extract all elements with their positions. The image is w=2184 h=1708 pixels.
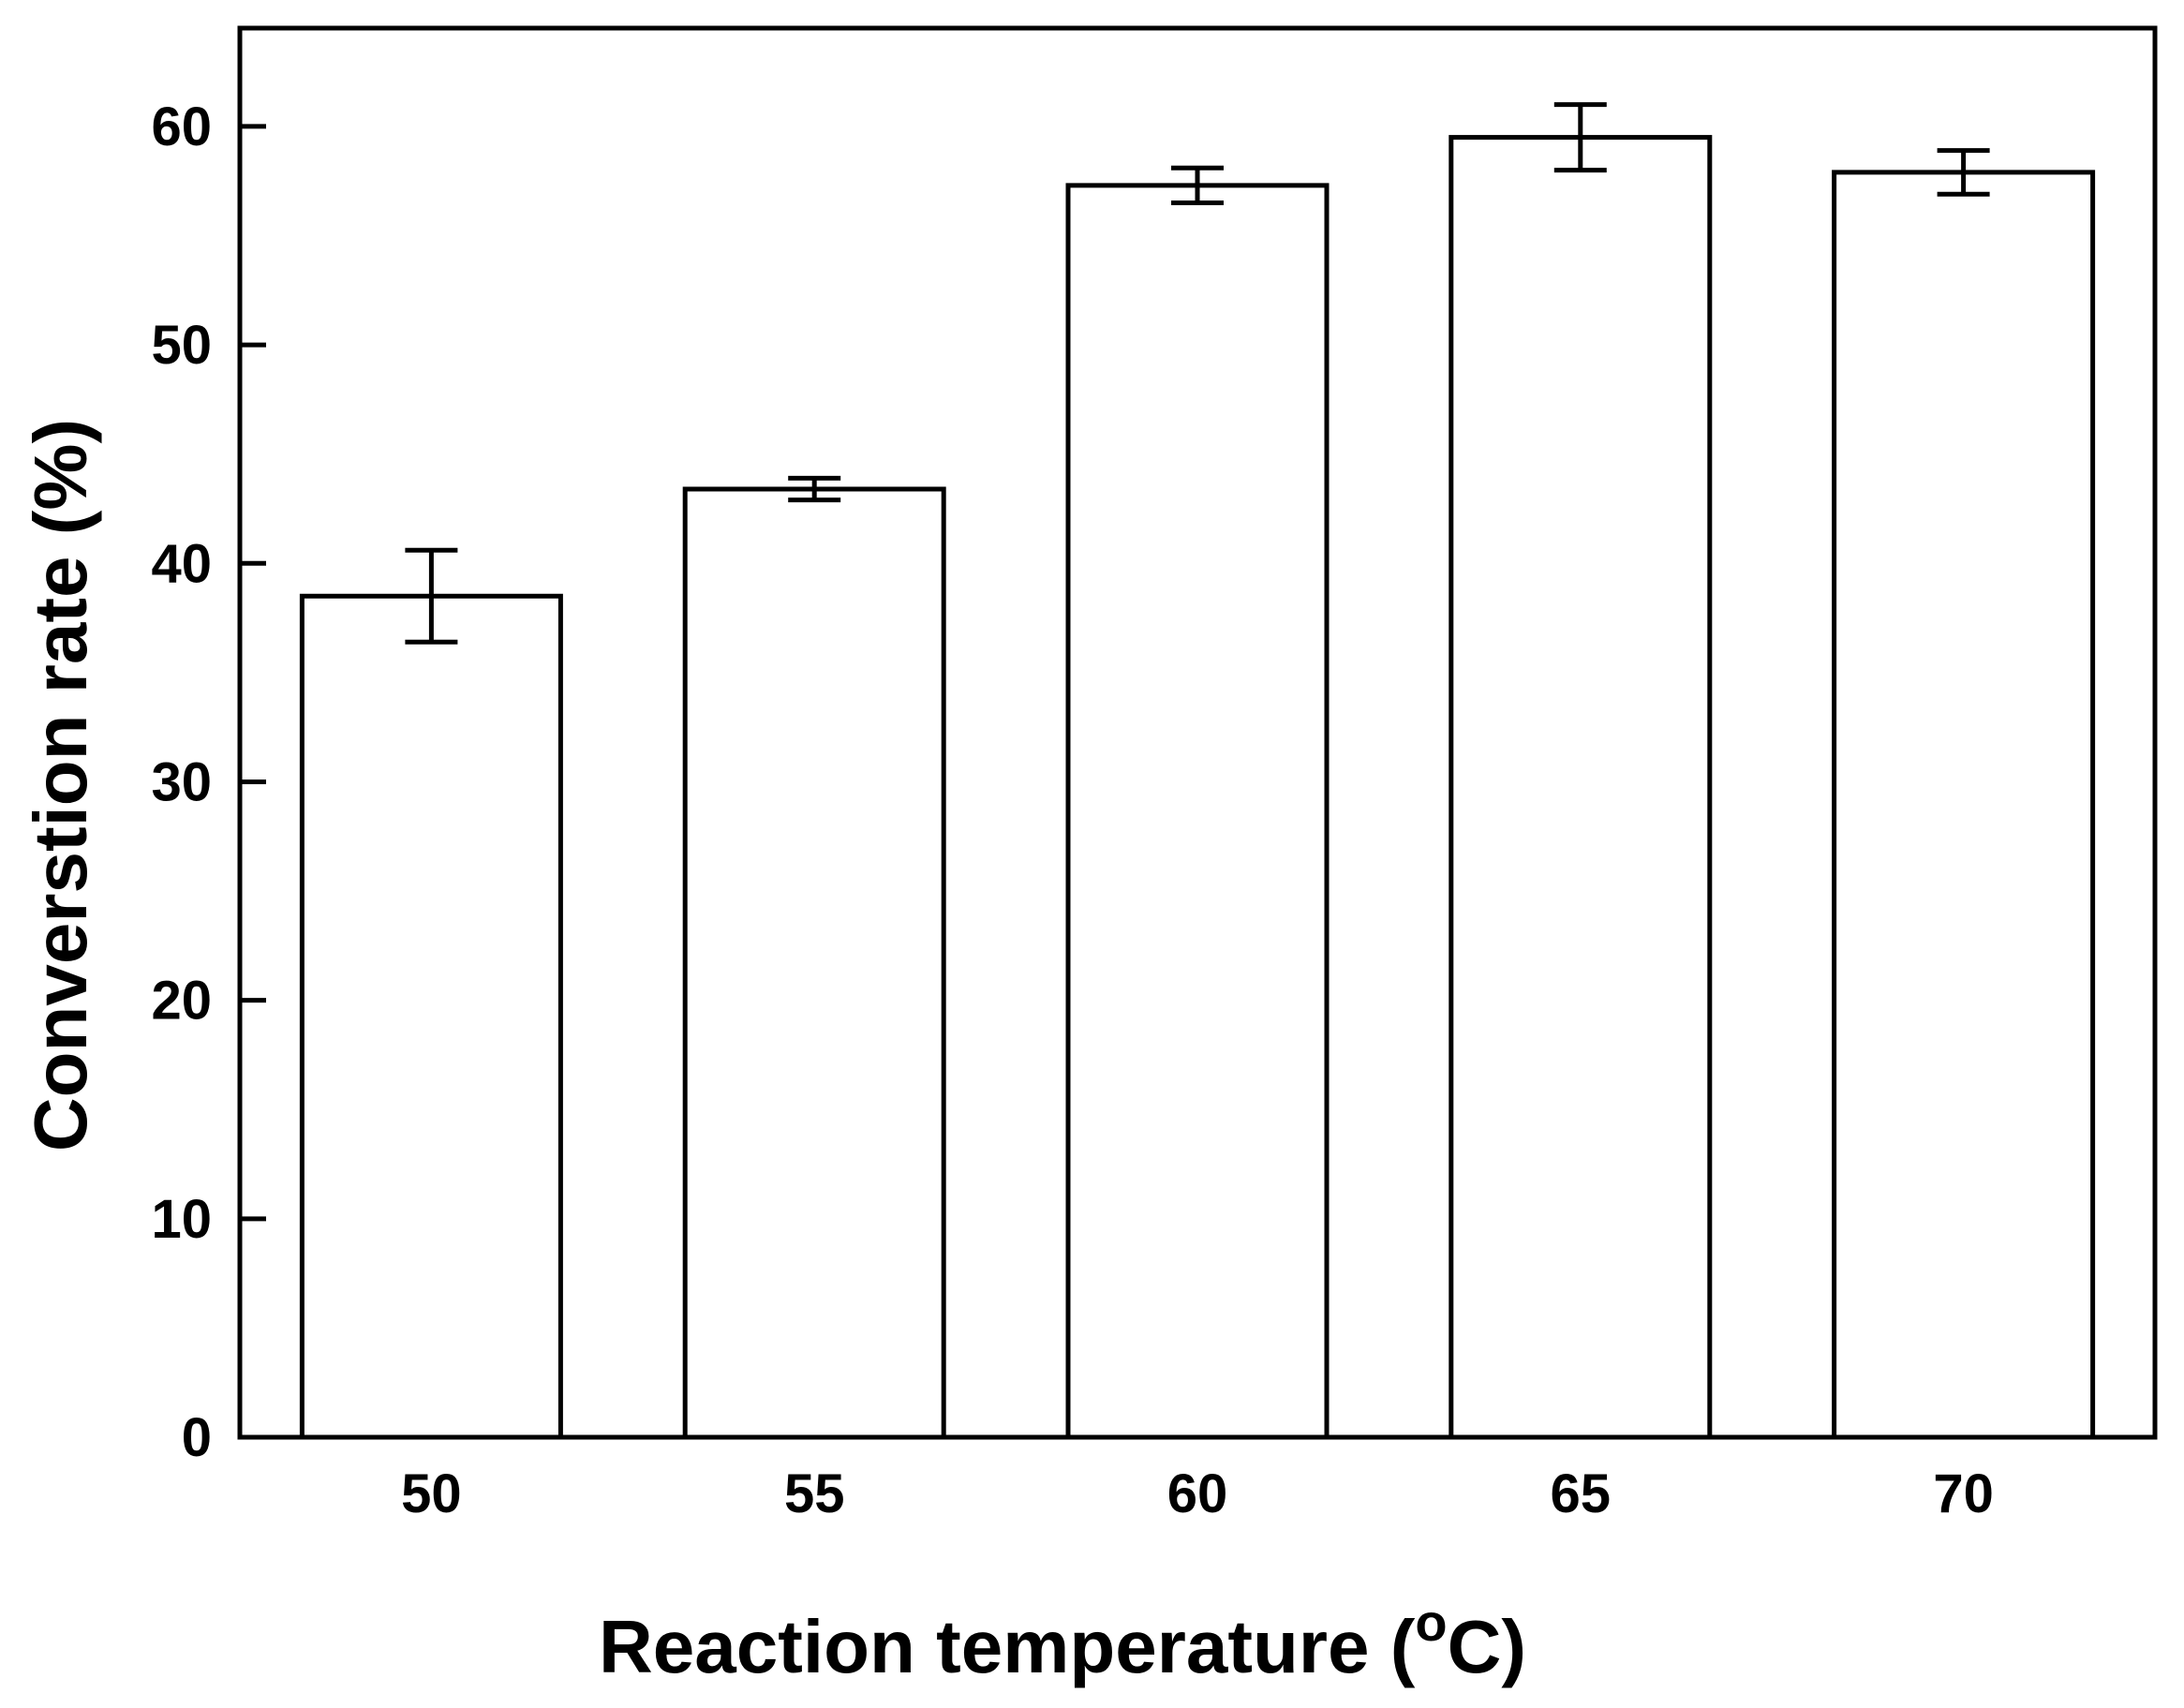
x-tick-label: 70 <box>1933 1463 1994 1524</box>
y-axis-title: Converstion rate (%) <box>19 419 102 1151</box>
bars <box>299 102 2096 1440</box>
bar-70 <box>1832 170 2096 1440</box>
y-tick-label: 40 <box>151 533 212 594</box>
x-tick-label: 50 <box>401 1463 462 1524</box>
bar-55 <box>682 486 946 1440</box>
x-tick-label: 55 <box>784 1463 845 1524</box>
bar-65 <box>1449 135 1713 1440</box>
x-axis-title: Reaction temperature (oC) <box>599 1593 1526 1688</box>
x-axis: 50 55 60 65 70 <box>401 1463 1994 1524</box>
y-axis: 0 10 20 30 40 50 60 <box>151 97 266 1468</box>
x-tick-label: 65 <box>1551 1463 1612 1524</box>
bar-60 <box>1065 183 1330 1440</box>
y-tick-label: 10 <box>151 1189 212 1250</box>
x-tick-label: 60 <box>1167 1463 1228 1524</box>
y-tick-label: 20 <box>151 971 212 1032</box>
y-tick-label: 0 <box>182 1407 212 1468</box>
y-tick-label: 30 <box>151 751 212 812</box>
bar-50 <box>299 593 563 1440</box>
y-tick-label: 50 <box>151 315 212 376</box>
y-tick-label: 60 <box>151 97 212 157</box>
